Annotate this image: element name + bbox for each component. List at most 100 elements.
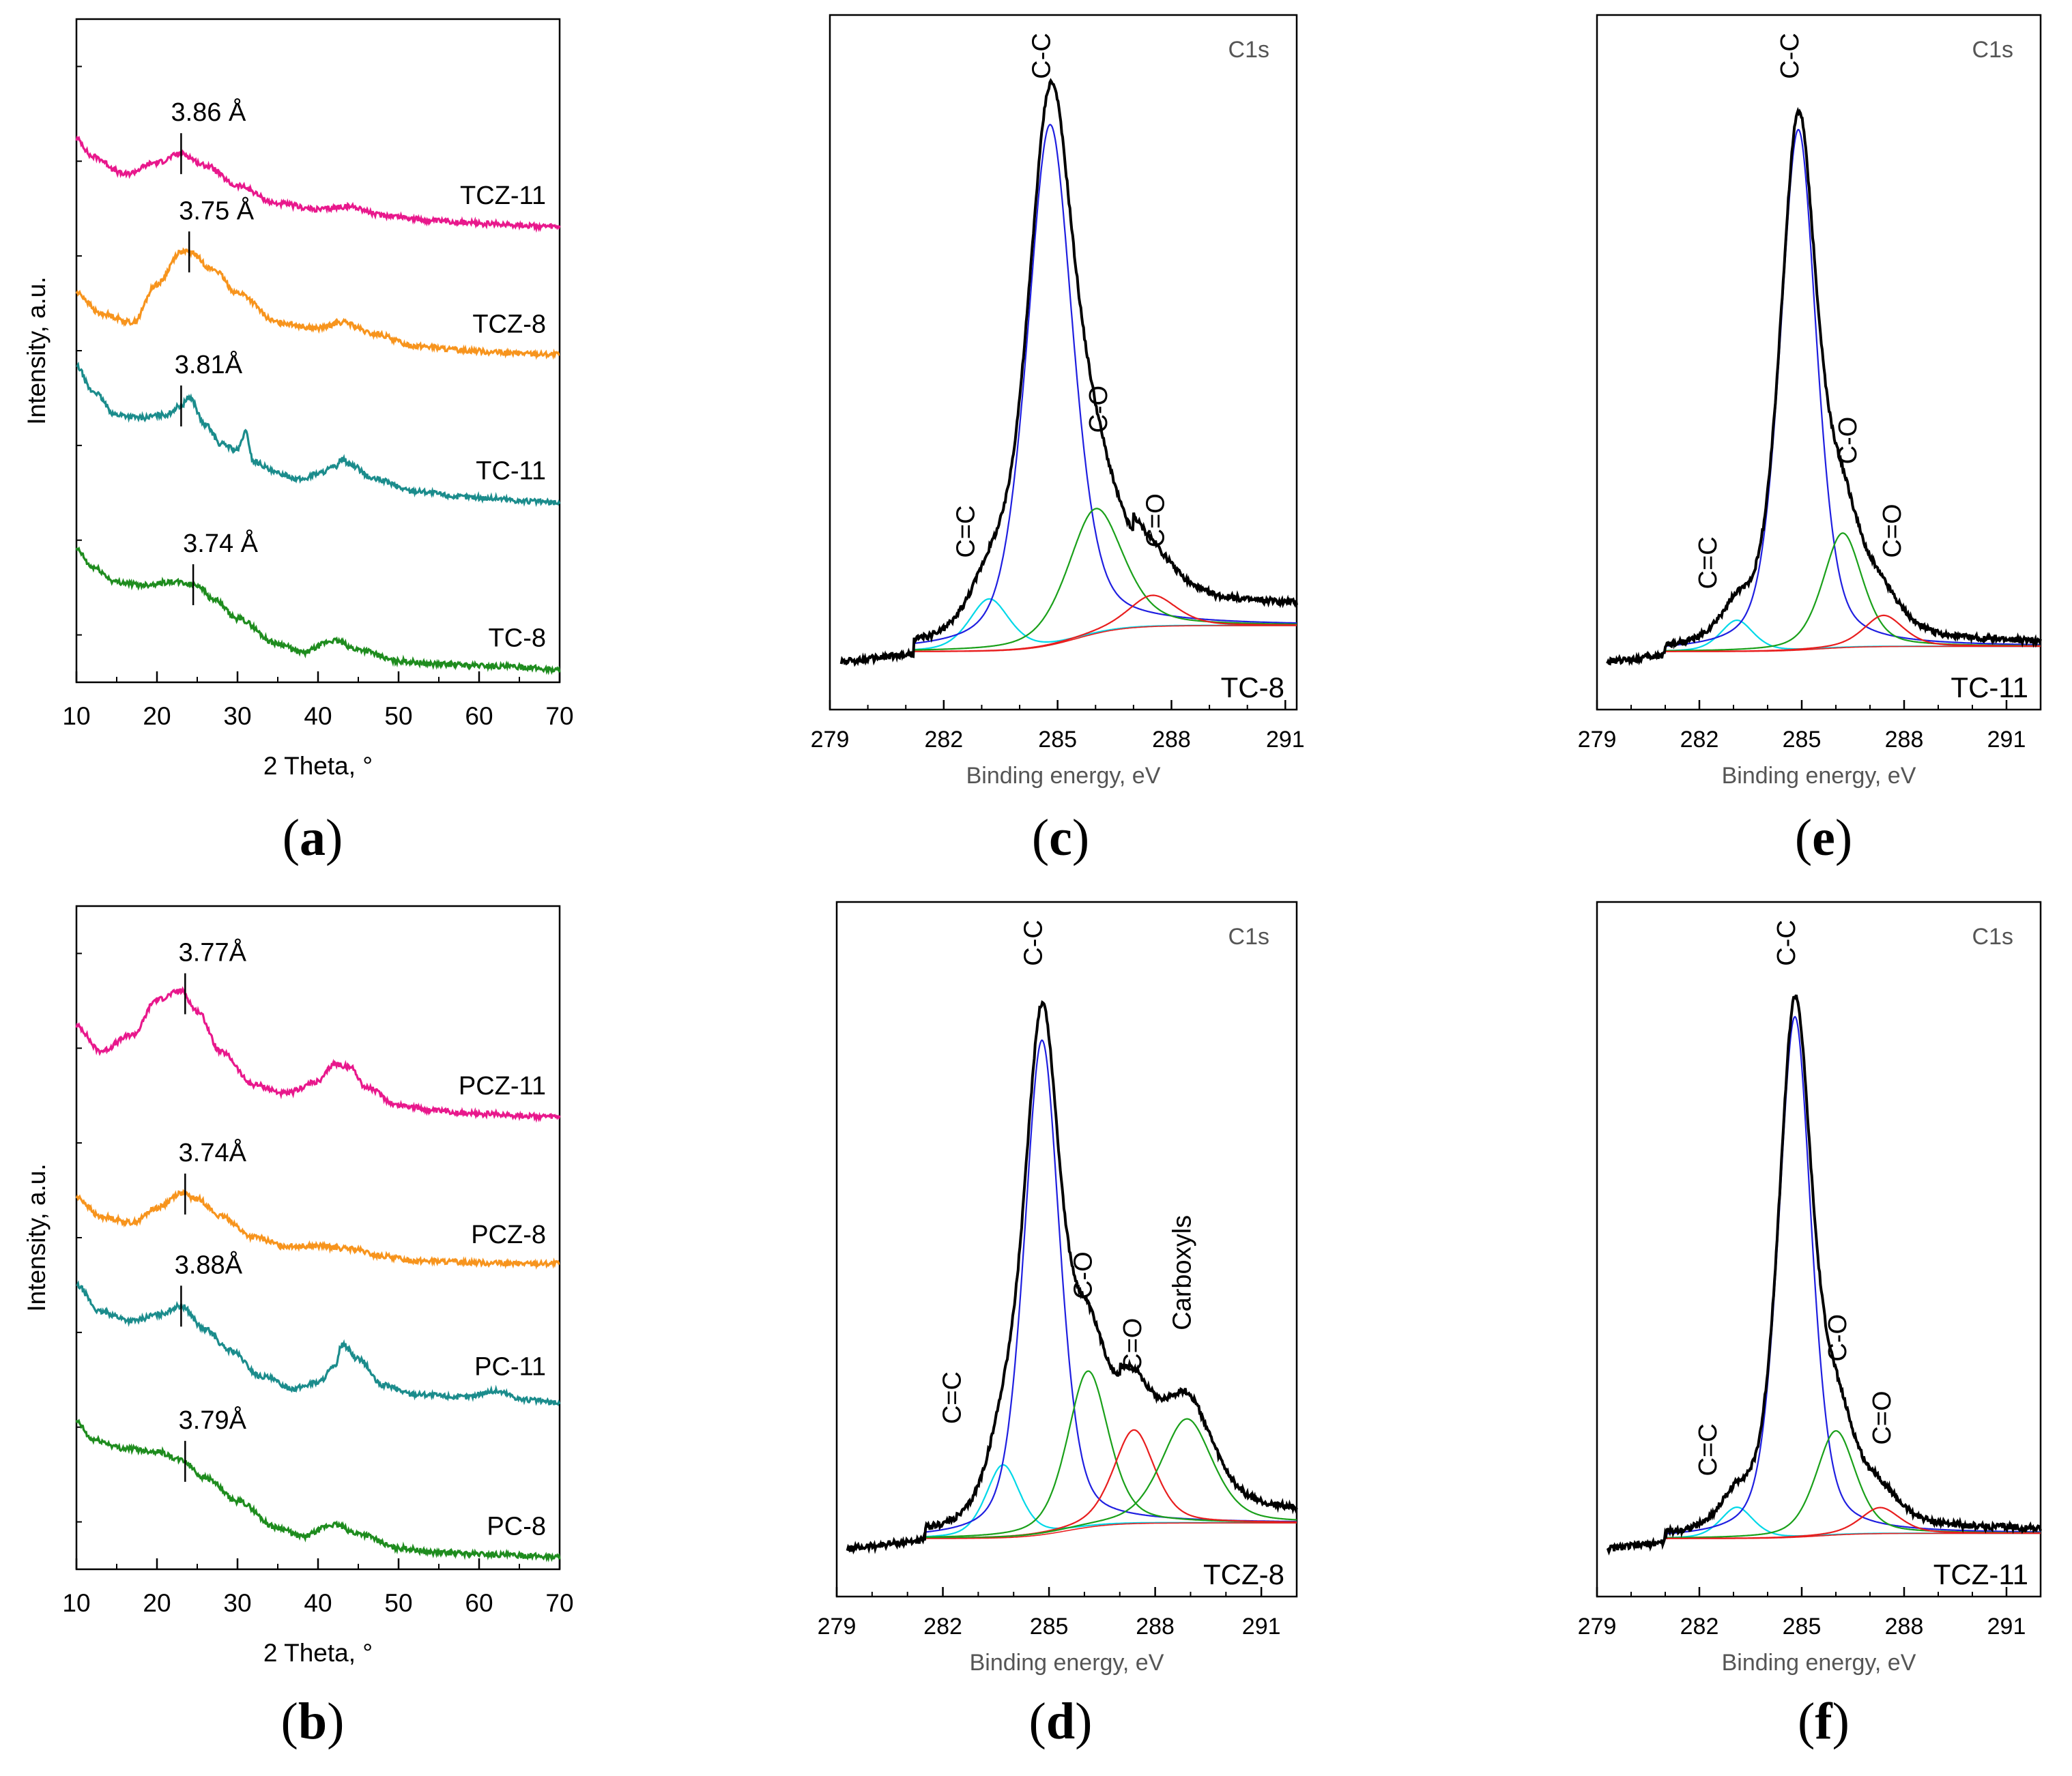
peak-label-c-c: C-C (1776, 33, 1804, 79)
peak-label-c-c: C-C (1772, 920, 1801, 966)
caption-c: (c) (1031, 809, 1090, 867)
x-tick-label: 282 (923, 1614, 962, 1640)
background-line (925, 1522, 1297, 1539)
x-axis-label: Binding energy, eV (1722, 763, 1916, 789)
xps-chart-f: 279 282 285 288 291 Binding energy, eV C1s TCZ-… (1578, 901, 2042, 1676)
x-tick-label: 50 (384, 702, 412, 730)
series-line-tc-11 (76, 361, 561, 508)
peak-label: 3.74 Å (183, 528, 259, 558)
peak-label: 3.81Å (175, 349, 243, 379)
x-tick-label: 282 (1680, 1614, 1719, 1640)
peak-label-c-o: C-O (1069, 1251, 1097, 1299)
peak-label-c-o: C-O (1834, 417, 1862, 465)
x-axis-label: Binding energy, eV (966, 763, 1161, 789)
peak-label-c-c: C=C (1694, 536, 1723, 589)
peak-label: 3.74Å (179, 1137, 247, 1167)
x-axis-label: Binding energy, eV (970, 1650, 1164, 1676)
series-line-tcz-8 (75, 247, 560, 360)
x-axis-label: Binding energy, eV (1722, 1650, 1916, 1676)
x-tick-label: 291 (1266, 727, 1305, 753)
x-tick-label: 40 (304, 702, 332, 730)
x-tick-label: 288 (1885, 727, 1924, 753)
x-tick-label: 285 (1038, 727, 1077, 753)
caption-e: (e) (1794, 809, 1853, 867)
caption-b: (b) (280, 1693, 345, 1750)
component-c-o (913, 508, 1297, 651)
peak-label-c-c: C-C (1028, 33, 1056, 79)
x-tick-label: 20 (143, 1589, 171, 1617)
peak-label-c-o: C-O (1824, 1314, 1852, 1362)
sample-label: TCZ-8 (1203, 1558, 1284, 1590)
background-line (913, 625, 1297, 652)
plot-frame (1596, 14, 2042, 711)
x-tick-label: 20 (143, 702, 171, 730)
series-label-tcz-8: TCZ-8 (472, 310, 546, 339)
series-label-pc-11: PC-11 (474, 1353, 546, 1382)
corner-label: C1s (1972, 37, 2013, 63)
x-tick-label: 60 (465, 1589, 493, 1617)
peak-label-c-o: C=O (1141, 493, 1170, 547)
series-label-pcz-8: PCZ-8 (471, 1221, 546, 1249)
component-c-c (913, 123, 1297, 645)
series-line-pc-11 (76, 1280, 561, 1406)
peak-label-c-o: C=O (1868, 1391, 1897, 1444)
x-axis-label: 2 Theta, ° (263, 752, 373, 780)
series-label-pcz-11: PCZ-11 (459, 1072, 546, 1101)
peak-label: 3.79Å (179, 1405, 247, 1435)
x-tick-label: 10 (62, 702, 90, 730)
x-tick-label: 282 (924, 727, 963, 753)
measured-spectrum (1606, 994, 2042, 1556)
peak-label-carboxyls: Carboxyls (1168, 1215, 1196, 1330)
measured-spectrum (839, 78, 1298, 667)
peak-label: 3.75 Å (179, 195, 255, 225)
series-label-tc-8: TC-8 (489, 624, 546, 652)
series-label-tcz-11: TCZ-11 (460, 181, 546, 210)
peak-label: 3.86 Å (171, 97, 246, 127)
x-tick-label: 279 (818, 1614, 857, 1640)
peak-label-c-c: C-C (1020, 920, 1048, 966)
caption-f: (f) (1798, 1693, 1850, 1750)
corner-label: C1s (1228, 924, 1269, 950)
x-tick-label: 60 (465, 702, 493, 730)
series-line-pc-8 (75, 1418, 561, 1562)
peak-label-c-o: C=O (1119, 1318, 1147, 1372)
peak-label: 3.77Å (179, 937, 247, 967)
caption-d: (d) (1028, 1693, 1093, 1750)
corner-label: C1s (1972, 924, 2013, 950)
x-tick-label: 279 (1578, 1614, 1617, 1640)
xrd-chart-a: 10 20 30 40 50 60 70 2 Theta, ° Intensity, a.u. T… (23, 18, 574, 780)
caption-a: (a) (282, 809, 343, 867)
sample-label: TC-11 (1951, 671, 2028, 703)
x-tick-label: 279 (1578, 727, 1617, 753)
x-tick-label: 288 (1152, 727, 1191, 753)
x-tick-label: 279 (811, 727, 850, 753)
x-tick-label: 291 (1987, 1614, 2026, 1640)
plot-frame (835, 901, 1298, 1598)
corner-label: C1s (1228, 37, 1269, 63)
y-axis-label: Intensity, a.u. (23, 276, 51, 424)
peak-label-c-c: C=C (951, 506, 980, 558)
x-tick-label: 70 (545, 702, 573, 730)
xps-chart-d: 279 282 285 288 291 Binding energy, eV C1s TCZ-… (818, 901, 1298, 1676)
series-line-tcz-11 (75, 135, 561, 233)
xrd-chart-b: 10 20 30 40 50 60 70 2 Theta, ° Intensity, a.u. P… (23, 905, 574, 1667)
peak-label-c-c: C=C (938, 1371, 966, 1424)
measured-spectrum (1606, 106, 2042, 667)
x-tick-label: 50 (384, 1589, 412, 1617)
x-tick-label: 70 (545, 1589, 573, 1617)
x-axis-label: 2 Theta, ° (263, 1639, 373, 1667)
x-tick-label: 10 (62, 1589, 90, 1617)
component-c-o (925, 1370, 1297, 1538)
component-c-c (1665, 1015, 2041, 1534)
x-tick-label: 40 (304, 1589, 332, 1617)
background-line (1665, 1532, 2041, 1539)
measured-spectrum (846, 1000, 1298, 1555)
x-tick-label: 282 (1680, 727, 1719, 753)
x-tick-label: 288 (1136, 1614, 1175, 1640)
x-tick-label: 30 (223, 1589, 251, 1617)
series-line-pcz-11 (75, 986, 561, 1123)
sample-label: TCZ-11 (1933, 1558, 2028, 1590)
peak-label: 3.88Å (175, 1249, 243, 1279)
peak-label-c-c: C=C (1694, 1423, 1723, 1476)
x-tick-label: 291 (1242, 1614, 1281, 1640)
